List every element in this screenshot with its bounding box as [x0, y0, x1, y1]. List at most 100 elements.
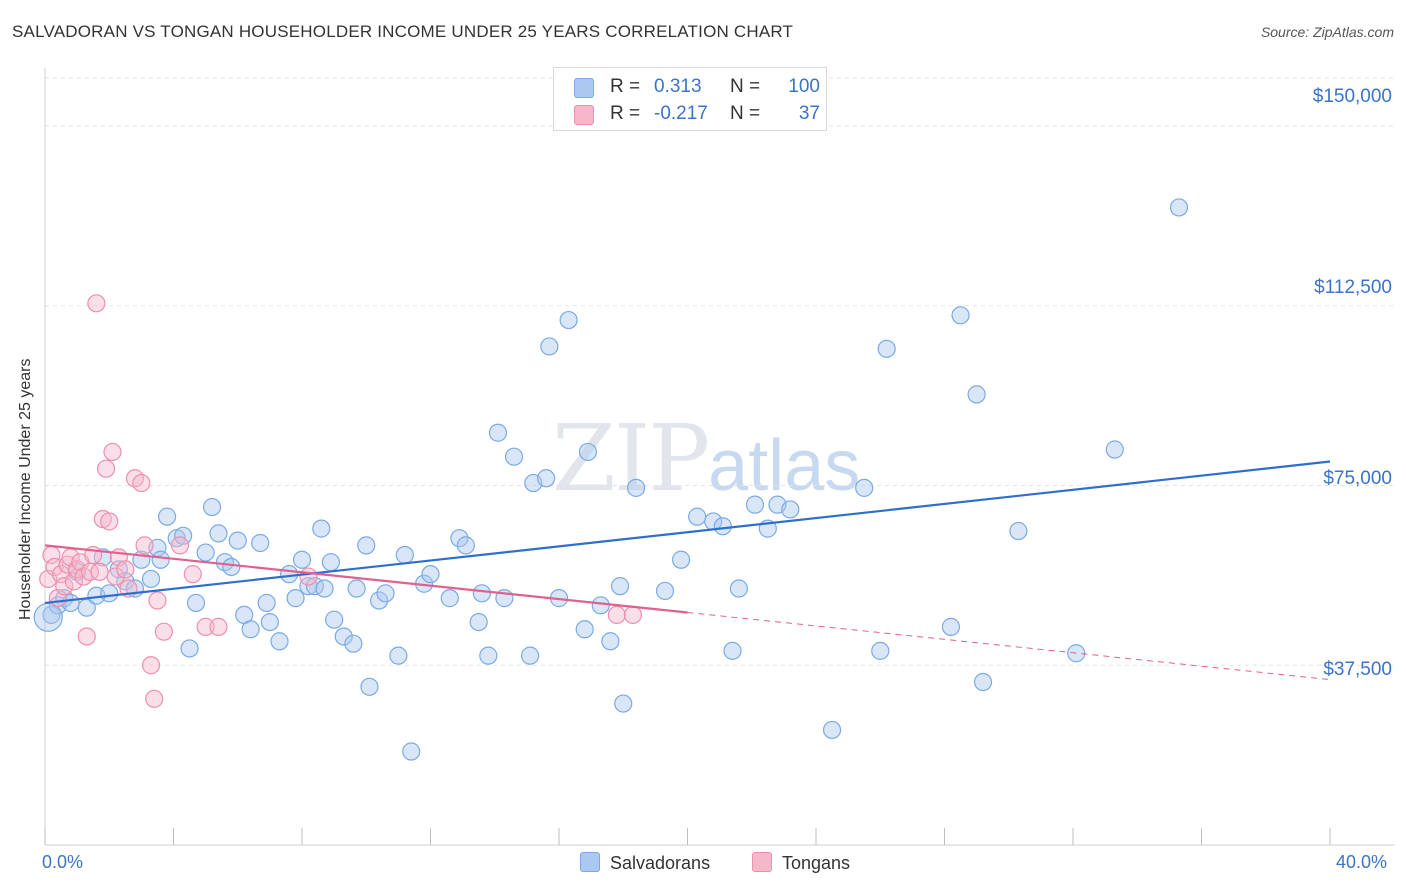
y-tick-label-37500: $37,500 [1323, 659, 1392, 680]
salvadoran-point [180, 639, 199, 658]
salvadoran-point [729, 579, 749, 598]
salvadoran-point [402, 742, 421, 761]
salvadoran-point [626, 478, 646, 497]
legend-r-value: -0.217 [654, 103, 708, 124]
salvadoran-point [871, 641, 890, 660]
salvadoran-point [209, 524, 228, 543]
salvadoran-point [967, 385, 986, 404]
salvadoran-point [228, 531, 247, 550]
salvadoran-point [357, 536, 376, 555]
salvadoran-point [456, 536, 475, 555]
tongan-point [209, 617, 228, 636]
salvadoran-point [286, 589, 305, 608]
legend-n-label: N = [730, 76, 761, 97]
salvadoran-point [745, 495, 765, 514]
series-legend-salvadorans: Salvadorans [580, 852, 710, 874]
y-tick-label-75000: $75,000 [1323, 468, 1392, 489]
salvadoran-point [520, 646, 540, 665]
salvadoran-point [713, 517, 732, 536]
salvadoran-point [222, 557, 241, 577]
salvadoran-point [33, 602, 63, 632]
tongan-trend-line [44, 544, 688, 614]
y-tick-label-112500: $112,500 [1314, 277, 1392, 298]
salvadoran-point [877, 339, 896, 358]
salvadoran-point [450, 529, 469, 548]
salvadoran-point [360, 677, 379, 696]
salvadoran-point [321, 553, 341, 572]
salvadoran-point [479, 646, 498, 665]
salvadoran-point [257, 593, 276, 613]
salvadoran-point [723, 641, 742, 660]
salvadoran-point [614, 694, 633, 713]
tongan-point [106, 567, 125, 586]
tongan-trend-extension [687, 612, 1331, 681]
legend-n-label: N = [730, 103, 761, 124]
series-legend-swatch-tongans [752, 852, 772, 872]
salvadoran-point [196, 543, 215, 562]
salvadoran-point [855, 478, 874, 497]
salvadoran-point [610, 577, 630, 596]
legend-r-value: 0.313 [654, 76, 702, 97]
salvadoran-point [42, 605, 61, 625]
salvadoran-point [578, 442, 598, 462]
salvadoran-point [312, 519, 331, 538]
tongan-point [145, 689, 164, 708]
salvadoran-point [325, 610, 344, 629]
tongan-point [135, 536, 154, 555]
tongan-point [87, 294, 106, 313]
tongan-point [96, 459, 116, 478]
salvadoran-point [1009, 521, 1028, 541]
legend-swatch-salvadorans [574, 78, 594, 98]
tongan-point [100, 512, 119, 531]
salvadoran-point [315, 579, 334, 598]
salvadoran-point [389, 646, 408, 665]
chart-source: Source: ZipAtlas.com [1260, 24, 1394, 40]
tongan-point [90, 562, 109, 581]
salvadoran-point [951, 306, 970, 325]
salvadoran-point [157, 507, 177, 526]
tongan-point [55, 577, 74, 596]
legend-swatch-tongans [574, 105, 594, 125]
legend-r-label: R = [610, 103, 641, 124]
salvadoran-point [440, 589, 459, 608]
salvadoran-point [280, 565, 299, 584]
salvadoran-point [469, 612, 488, 632]
salvadoran-point [421, 565, 440, 584]
tongan-point [132, 473, 151, 493]
series-legend-tongans: Tongans [752, 852, 850, 874]
salvadoran-point [1105, 440, 1124, 459]
tongan-point [623, 605, 642, 625]
tongan-point [183, 565, 202, 584]
tongan-point [103, 442, 122, 462]
salvadoran-point [292, 550, 312, 569]
salvadoran-point [1169, 198, 1189, 217]
y-tick-label-150000: $150,000 [1312, 86, 1392, 107]
salvadoran-point [202, 497, 222, 517]
salvadoran-point [141, 569, 161, 589]
correlation-legend: R = 0.313 N = 100 R = -0.217 N = 37 [553, 67, 827, 131]
salvadoran-point [504, 447, 524, 466]
salvadoran-point [270, 632, 289, 651]
salvadoran-point [472, 584, 491, 603]
series-legend-swatch-salvadorans [580, 852, 600, 872]
salvadoran-point [540, 337, 559, 356]
chart-title: SALVADORAN VS TONGAN HOUSEHOLDER INCOME … [12, 22, 794, 41]
salvadoran-point [241, 620, 260, 639]
tongan-point [196, 617, 215, 636]
x-tick-label-max: 40.0% [1336, 852, 1388, 872]
salvadoran-point [251, 533, 270, 553]
tongan-point [299, 567, 318, 586]
tongan-point [170, 536, 190, 555]
watermark-atlas: atlas [708, 426, 861, 506]
salvadoran-point [655, 581, 675, 601]
x-tick-label-min: 0.0% [42, 852, 84, 872]
tongan-point [148, 591, 167, 610]
salvadoran-point [151, 550, 170, 569]
salvadoran-point [370, 591, 389, 610]
salvadoran-point [822, 720, 842, 740]
salvadoran-point [781, 500, 800, 519]
salvadoran-point [973, 672, 993, 692]
salvadoran-trend-line [44, 460, 1331, 605]
salvadoran-point [395, 545, 414, 565]
